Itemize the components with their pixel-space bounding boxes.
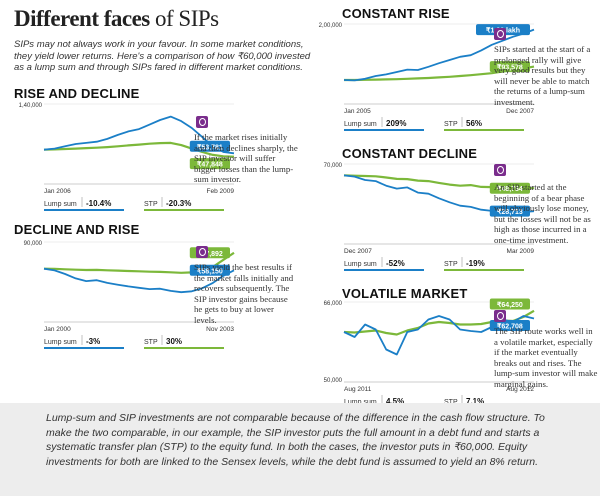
title-bold-text: Different faces [14, 6, 150, 31]
info-icon [494, 164, 506, 176]
callout-stp-box [489, 61, 530, 73]
legend-lump-sum-label: Lump sum [344, 121, 377, 128]
panel-title-constant-rise: CONSTANT RISE [342, 6, 450, 21]
info-icon [494, 310, 506, 322]
info-icon [494, 28, 506, 40]
intro-text: SIPs may not always work in your favour.… [14, 39, 311, 73]
legend-stp-value: -19% [466, 259, 485, 268]
panel-title-decline-rise: DECLINE AND RISE [14, 222, 140, 237]
y-top-label: 1,40,000 [19, 103, 43, 109]
legend-stp-value: 56% [466, 119, 482, 128]
chart-rise-decline: 1,40,000 Jan 2006 Feb 2009 ₹53,781 ₹47,848 Lu… [19, 103, 235, 211]
legend-stp-label: STP [144, 339, 158, 346]
callout-stp: ₹47,848 [197, 161, 223, 169]
x-end-label: Mar 2009 [507, 248, 535, 255]
legend-stp-value: -20.3% [166, 199, 191, 208]
legend-lump-sum-value: -3% [86, 337, 100, 346]
info-icon [196, 246, 208, 258]
x-end-label: Aug 2012 [506, 386, 534, 393]
y-top-label: 70,000 [324, 163, 343, 169]
legend-lump-sum-label: Lump sum [44, 339, 77, 346]
legend-lump-sum-label: Lump sum [344, 399, 377, 406]
callout-lump-sum: ₹28,713 [497, 208, 523, 216]
legend-stp-label: STP [444, 261, 458, 268]
chart-constant-decline: 70,000 Dec 2007 Mar 2009 ₹28,713 ₹48,784 Lump… [324, 163, 535, 271]
legend-lump-sum-value: -10.4% [86, 199, 111, 208]
note-constant-decline: An SIP started at the beginning of a bea… [494, 182, 591, 245]
y-top-label: 2,00,000 [319, 23, 343, 29]
panel-title-volatile-market: VOLATILE MARKET [342, 286, 468, 301]
callout-stp: ₹48,784 [497, 185, 523, 193]
callout-lump-sum: ₹58,150 [197, 267, 223, 275]
x-start-label: Jan 2005 [344, 108, 371, 115]
legend-stp-label: STP [444, 121, 458, 128]
callout-lump-sum-box [489, 205, 530, 217]
info-icon [196, 116, 208, 128]
y-bottom-label: 50,000 [324, 378, 343, 384]
legend-lump-sum-value: 209% [386, 119, 406, 128]
callout-stp: ₹93,578 [497, 64, 523, 72]
footer-note: Lump-sum and SIP investments are not com… [0, 403, 600, 496]
x-start-label: Jan 2006 [44, 188, 71, 195]
callout-stp: ₹64,250 [497, 301, 523, 309]
legend-stp-label: STP [144, 201, 158, 208]
y-top-label: 66,000 [324, 301, 343, 307]
x-start-label: Aug 2011 [344, 386, 372, 393]
callout-stp-box [489, 182, 530, 194]
callout-lump-sum-box [489, 319, 530, 331]
x-start-label: Dec 2007 [344, 248, 372, 255]
footer-text: Lump-sum and SIP investments are not com… [46, 412, 545, 468]
x-end-label: Feb 2009 [207, 188, 235, 195]
legend-lump-sum-label: Lump sum [344, 261, 377, 268]
legend-stp-value: 30% [166, 337, 182, 346]
note-rise-decline: If the market rises initially and then d… [194, 132, 298, 185]
chart-decline-rise: 90,000 Jan 2000 Nov 2003 ₹58,150 ₹77,892 Lump… [24, 241, 235, 349]
legend-stp-value: 7.1% [466, 397, 484, 406]
page-title: Different faces of SIPs [14, 6, 219, 32]
callout-lump-sum: ₹62,708 [497, 322, 523, 330]
callout-lump-sum-box [189, 140, 230, 152]
panel-title-constant-decline: CONSTANT DECLINE [342, 146, 478, 161]
lump-sum-line [343, 28, 535, 82]
legend-lump-sum-value: 4.5% [386, 397, 404, 406]
lump-sum-line [43, 115, 235, 155]
legend-lump-sum-label: Lump sum [44, 201, 77, 208]
callout-stp-box [489, 298, 530, 310]
callout-stp: ₹77,892 [197, 250, 223, 258]
title-rest-text: of SIPs [149, 6, 219, 31]
x-end-label: Nov 2003 [206, 326, 234, 333]
callout-stp-box [189, 158, 230, 170]
panel-title-rise-decline: RISE AND DECLINE [14, 86, 140, 101]
legend-stp-label: STP [444, 399, 458, 406]
note-volatile-market: The SIP route works well in a volatile m… [494, 326, 598, 389]
y-top-label: 90,000 [24, 241, 43, 247]
stp-line [43, 141, 235, 158]
callout-lump-sum: ₹53,781 [197, 143, 223, 151]
x-start-label: Jan 2000 [44, 326, 71, 333]
note-constant-rise: SIPs started at the start of a prolonged… [494, 44, 591, 107]
note-decline-rise: SIPs yield the best results if the marke… [194, 262, 294, 325]
lump-sum-line [43, 267, 235, 294]
legend-lump-sum-value: -52% [386, 259, 405, 268]
callout-lump-sum-box [189, 264, 230, 276]
x-end-label: Dec 2007 [506, 108, 534, 115]
